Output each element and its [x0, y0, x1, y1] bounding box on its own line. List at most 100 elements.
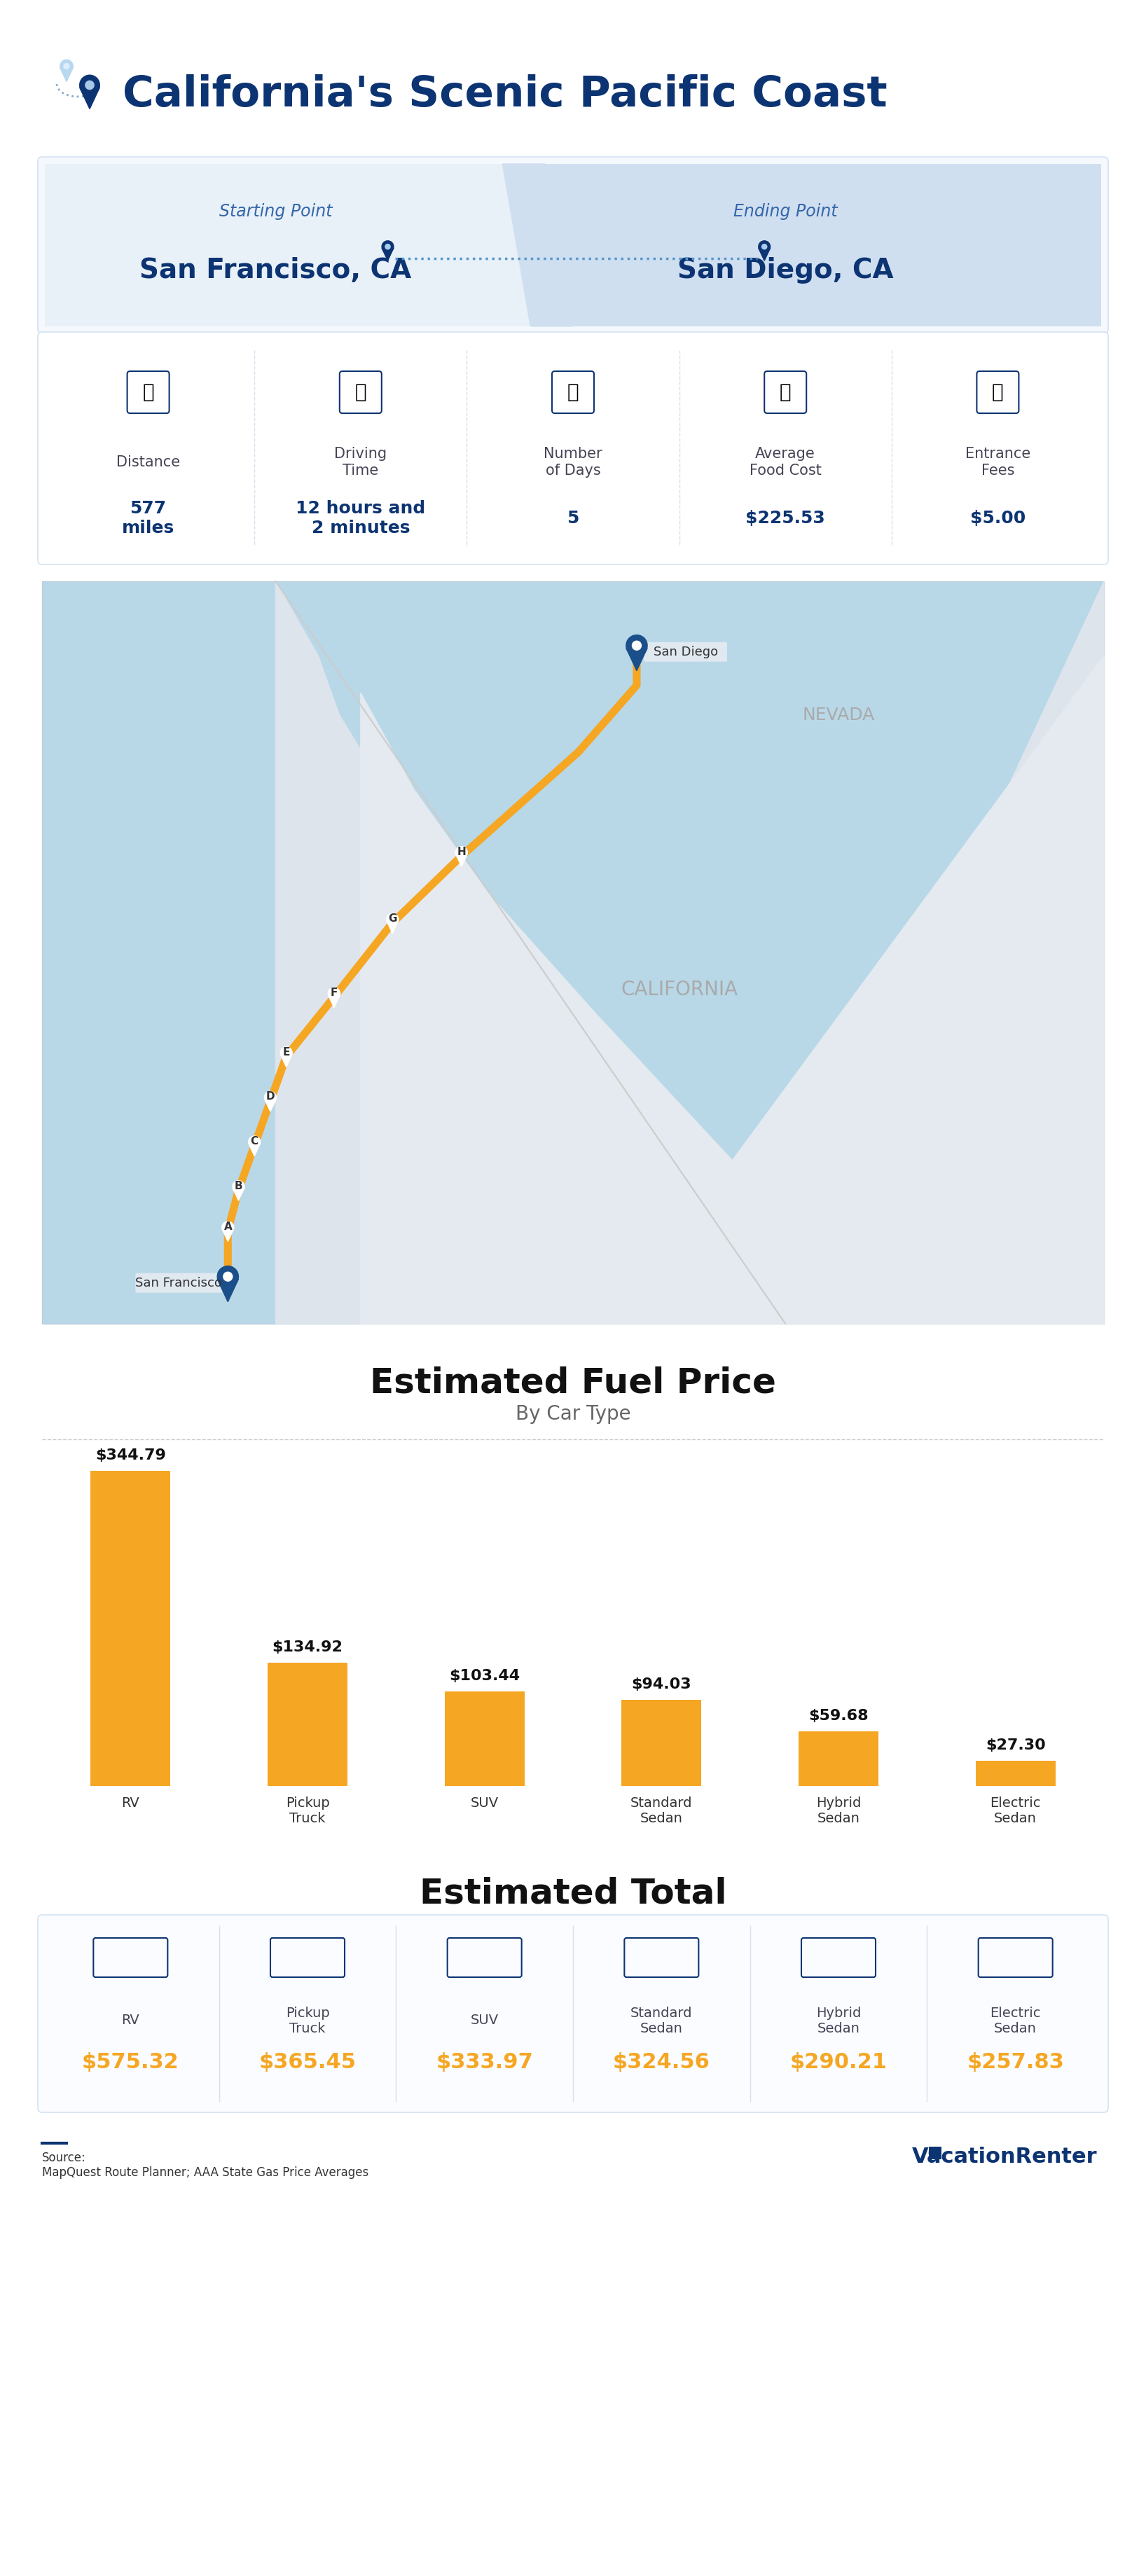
Text: SUV: SUV — [471, 1795, 499, 1811]
Circle shape — [759, 240, 770, 252]
Text: Electric
Sedan: Electric Sedan — [990, 2007, 1041, 2035]
Circle shape — [64, 64, 69, 70]
Text: San Diego: San Diego — [653, 647, 719, 657]
Text: VacationRenter: VacationRenter — [911, 2146, 1097, 2166]
Text: $365.45: $365.45 — [259, 2053, 356, 2074]
Text: San Diego, CA: San Diego, CA — [677, 258, 894, 283]
Text: E: E — [283, 1046, 290, 1059]
Text: G: G — [388, 914, 397, 925]
Text: Standard
Sedan: Standard Sedan — [630, 2007, 692, 2035]
Polygon shape — [265, 1100, 276, 1110]
Circle shape — [456, 848, 468, 858]
Text: $94.03: $94.03 — [631, 1677, 691, 1692]
Text: Estimated Total: Estimated Total — [419, 1878, 727, 1911]
Text: $134.92: $134.92 — [273, 1641, 343, 1654]
Bar — [91, 1471, 171, 1785]
Bar — [42, 582, 1104, 1324]
Polygon shape — [281, 1054, 292, 1066]
Text: 📅: 📅 — [567, 381, 579, 402]
Text: $5.00: $5.00 — [970, 510, 1026, 526]
Text: 🗺: 🗺 — [142, 381, 154, 402]
Polygon shape — [382, 247, 393, 260]
Text: F: F — [330, 987, 338, 997]
Text: $324.56: $324.56 — [613, 2053, 711, 2074]
Text: Number
of Days: Number of Days — [543, 448, 603, 477]
FancyBboxPatch shape — [135, 1273, 222, 1293]
Bar — [268, 1662, 347, 1785]
Circle shape — [382, 240, 393, 252]
Text: Pickup
Truck: Pickup Truck — [285, 2007, 330, 2035]
Text: $27.30: $27.30 — [986, 1739, 1045, 1752]
Polygon shape — [222, 1229, 234, 1242]
Text: SUV: SUV — [471, 2014, 499, 2027]
Text: 577
miles: 577 miles — [121, 500, 174, 536]
Text: $257.83: $257.83 — [967, 2053, 1065, 2074]
Circle shape — [233, 1180, 244, 1193]
Text: California's Scenic Pacific Coast: California's Scenic Pacific Coast — [123, 75, 887, 116]
Circle shape — [80, 75, 100, 95]
Polygon shape — [60, 67, 73, 82]
Polygon shape — [361, 654, 1104, 1324]
Text: RV: RV — [121, 1795, 140, 1811]
Circle shape — [249, 1136, 260, 1149]
Circle shape — [386, 914, 399, 925]
Bar — [975, 1762, 1055, 1785]
FancyBboxPatch shape — [38, 332, 1108, 564]
Text: 🚗: 🚗 — [355, 381, 367, 402]
Text: Hybrid
Sedan: Hybrid Sedan — [816, 1795, 861, 1826]
Text: 12 hours and
2 minutes: 12 hours and 2 minutes — [296, 500, 425, 536]
Text: 5: 5 — [567, 510, 579, 526]
Text: C: C — [251, 1136, 258, 1146]
Text: Distance: Distance — [116, 456, 180, 469]
Text: Starting Point: Starting Point — [219, 204, 332, 219]
Circle shape — [633, 641, 642, 649]
FancyBboxPatch shape — [38, 157, 1108, 332]
Text: $344.79: $344.79 — [95, 1448, 166, 1463]
Polygon shape — [328, 994, 340, 1007]
Circle shape — [265, 1092, 276, 1103]
Text: San Francisco: San Francisco — [135, 1278, 222, 1288]
Circle shape — [385, 245, 391, 250]
Circle shape — [762, 245, 767, 250]
Bar — [621, 1700, 701, 1785]
Text: $575.32: $575.32 — [81, 2053, 179, 2074]
Text: D: D — [266, 1092, 275, 1103]
Circle shape — [218, 1265, 238, 1288]
Text: H: H — [457, 848, 466, 858]
Polygon shape — [276, 582, 1104, 1324]
Circle shape — [223, 1273, 233, 1280]
Text: Standard
Sedan: Standard Sedan — [630, 1795, 692, 1826]
Text: $225.53: $225.53 — [746, 510, 825, 526]
Circle shape — [60, 59, 73, 72]
Polygon shape — [80, 88, 100, 108]
FancyBboxPatch shape — [38, 1914, 1108, 2112]
Circle shape — [281, 1046, 292, 1059]
Text: 🎫: 🎫 — [992, 381, 1004, 402]
Text: San Francisco, CA: San Francisco, CA — [140, 258, 411, 283]
Text: A: A — [223, 1221, 231, 1231]
Circle shape — [626, 634, 647, 657]
Text: Source:
MapQuest Route Planner; AAA State Gas Price Averages: Source: MapQuest Route Planner; AAA Stat… — [42, 2151, 369, 2179]
Text: Driving
Time: Driving Time — [335, 448, 387, 477]
Polygon shape — [759, 247, 770, 260]
Bar — [445, 1692, 525, 1785]
Text: Estimated Fuel Price: Estimated Fuel Price — [370, 1365, 776, 1399]
Polygon shape — [249, 1144, 260, 1157]
Text: By Car Type: By Car Type — [516, 1404, 630, 1425]
Polygon shape — [233, 1188, 244, 1200]
Bar — [799, 1731, 878, 1785]
Bar — [45, 165, 531, 327]
Text: Entrance
Fees: Entrance Fees — [965, 448, 1030, 477]
Text: $103.44: $103.44 — [449, 1669, 520, 1682]
Text: RV: RV — [121, 2014, 140, 2027]
Text: $333.97: $333.97 — [435, 2053, 533, 2074]
Bar — [544, 165, 1101, 327]
Circle shape — [328, 987, 340, 999]
Circle shape — [85, 80, 94, 90]
Text: CALIFORNIA: CALIFORNIA — [621, 979, 738, 999]
Circle shape — [222, 1221, 234, 1234]
Text: Pickup
Truck: Pickup Truck — [285, 1795, 330, 1826]
Polygon shape — [626, 649, 647, 670]
Text: $59.68: $59.68 — [808, 1708, 869, 1723]
Polygon shape — [456, 853, 468, 866]
